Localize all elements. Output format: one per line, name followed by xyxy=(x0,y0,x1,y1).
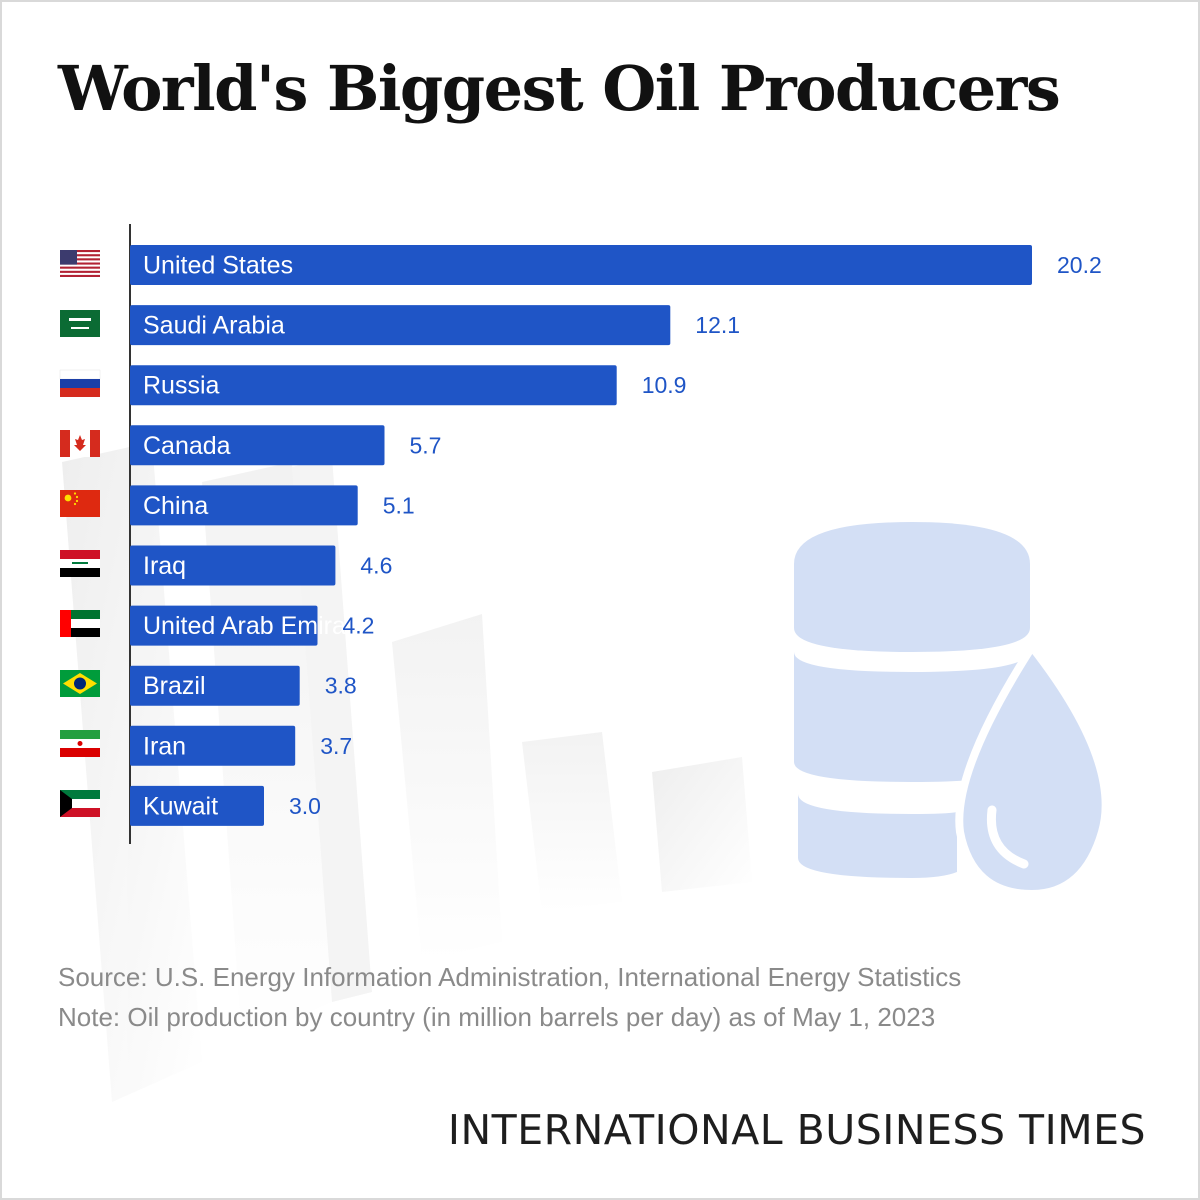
bar xyxy=(130,605,318,646)
bar-value-label: 4.2 xyxy=(343,613,375,639)
bar xyxy=(130,425,385,466)
bar-value-label: 5.7 xyxy=(410,432,442,458)
bar-group: China 5.1 xyxy=(130,485,415,526)
bar-category-label: United Arab Emirates xyxy=(143,612,379,640)
units-note: Note: Oil production by country (in mill… xyxy=(58,1002,936,1032)
bar-category-label: Brazil xyxy=(143,672,206,700)
footer-notes: Source: U.S. Energy Information Administ… xyxy=(58,957,961,1037)
iran-flag-icon xyxy=(60,730,100,757)
publisher-logo: INTERNATIONAL BUSINESS TIMES xyxy=(447,1106,1146,1154)
bar-category-label: Russia xyxy=(143,372,220,400)
bar-group: Kuwait 3.0 xyxy=(130,785,321,826)
bar xyxy=(130,545,336,586)
bar-value-label: 3.8 xyxy=(325,673,357,699)
bar xyxy=(130,785,264,826)
uae-flag-icon xyxy=(60,610,100,637)
bar-value-label: 10.9 xyxy=(642,372,687,398)
bar-group: Iraq 4.6 xyxy=(130,545,392,586)
bar xyxy=(130,305,671,346)
russia-flag-icon xyxy=(59,369,101,397)
bar-group: Iran 3.7 xyxy=(130,725,352,766)
bar-group: Canada 5.7 xyxy=(130,425,442,466)
bar-category-label: Iran xyxy=(143,732,186,760)
oil-drop-icon xyxy=(955,640,1110,899)
bar-value-label: 12.1 xyxy=(695,312,740,338)
bar-category-label: Iraq xyxy=(143,552,186,580)
bar-category-label: Kuwait xyxy=(143,792,218,820)
bar xyxy=(130,365,617,406)
bar-group: Russia 10.9 xyxy=(130,365,687,406)
bar-value-label: 3.0 xyxy=(289,793,321,819)
kuwait-flag-icon xyxy=(60,790,100,817)
bar-value-label: 4.6 xyxy=(360,553,392,579)
bar xyxy=(130,485,358,526)
source-note: Source: U.S. Energy Information Administ… xyxy=(58,962,962,992)
bar-category-label: China xyxy=(143,492,208,520)
bar xyxy=(130,665,300,706)
iraq-flag-icon xyxy=(60,550,100,577)
bars-layer: United States 20.2 Saudi Arabia 12.1 Russia 1… xyxy=(130,245,1102,826)
bar-group: United States 20.2 xyxy=(130,245,1102,285)
bar-value-label: 5.1 xyxy=(383,492,415,518)
bar-group: Brazil 3.8 xyxy=(130,665,357,706)
bar-category-label: Canada xyxy=(143,432,231,460)
chart-title: World's Biggest Oil Producers xyxy=(58,52,1061,125)
china-flag-icon xyxy=(60,490,100,517)
bar-category-label: Saudi Arabia xyxy=(143,312,285,340)
saudi-arabia-flag-icon xyxy=(60,310,100,337)
bar xyxy=(130,245,1032,285)
brazil-flag-icon xyxy=(60,670,100,697)
bar-value-label: 3.7 xyxy=(320,733,352,759)
bar-value-label: 20.2 xyxy=(1057,252,1102,278)
canada-flag-icon xyxy=(60,430,100,457)
bar-group: Saudi Arabia 12.1 xyxy=(130,305,740,346)
us-flag-icon xyxy=(60,250,100,277)
bar xyxy=(130,725,296,766)
oil-barrel-icon xyxy=(794,522,1030,878)
flags-layer xyxy=(59,250,101,817)
bar-category-label: United States xyxy=(143,252,293,280)
